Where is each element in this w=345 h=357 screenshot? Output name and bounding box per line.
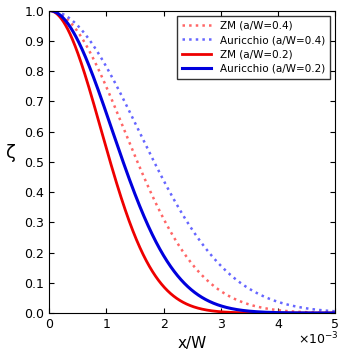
ZM (a/W=0.4) xyxy=(325,311,329,315)
ZM (a/W=0.2) xyxy=(47,9,51,13)
Auricchio (a/W=0.4) xyxy=(325,308,329,313)
Auricchio (a/W=0.4) xyxy=(47,9,51,13)
Auricchio (a/W=0.4) xyxy=(179,209,183,213)
ZM (a/W=0.2) xyxy=(179,299,183,303)
ZM (a/W=0.2) xyxy=(325,311,329,315)
ZM (a/W=0.4) xyxy=(179,246,183,251)
ZM (a/W=0.4) xyxy=(325,311,329,315)
Auricchio (a/W=0.4) xyxy=(62,12,66,17)
Auricchio (a/W=0.2) xyxy=(179,277,183,282)
Line: Auricchio (a/W=0.4): Auricchio (a/W=0.4) xyxy=(49,11,335,311)
Auricchio (a/W=0.2) xyxy=(325,311,329,315)
Auricchio (a/W=0.2) xyxy=(325,311,329,315)
ZM (a/W=0.2) xyxy=(273,311,277,315)
Auricchio (a/W=0.2) xyxy=(186,285,190,289)
Auricchio (a/W=0.2) xyxy=(62,16,66,21)
ZM (a/W=0.2) xyxy=(186,303,190,307)
Auricchio (a/W=0.4) xyxy=(273,298,277,303)
Auricchio (a/W=0.2) xyxy=(333,311,337,315)
Auricchio (a/W=0.4) xyxy=(333,309,337,313)
Text: $\times 10^{-3}$: $\times 10^{-3}$ xyxy=(298,331,338,348)
ZM (a/W=0.4) xyxy=(47,9,51,13)
Line: ZM (a/W=0.4): ZM (a/W=0.4) xyxy=(49,11,335,313)
ZM (a/W=0.4) xyxy=(62,14,66,19)
Line: Auricchio (a/W=0.2): Auricchio (a/W=0.2) xyxy=(49,11,335,313)
ZM (a/W=0.4) xyxy=(333,311,337,315)
Auricchio (a/W=0.2) xyxy=(273,310,277,315)
ZM (a/W=0.4) xyxy=(186,257,190,261)
ZM (a/W=0.2) xyxy=(325,311,329,315)
ZM (a/W=0.2) xyxy=(62,20,66,25)
ZM (a/W=0.2) xyxy=(333,311,337,315)
X-axis label: x/W: x/W xyxy=(178,336,207,351)
ZM (a/W=0.4) xyxy=(273,308,277,312)
Auricchio (a/W=0.4) xyxy=(186,222,190,226)
Line: ZM (a/W=0.2): ZM (a/W=0.2) xyxy=(49,11,335,313)
Auricchio (a/W=0.2) xyxy=(47,9,51,13)
Legend: ZM (a/W=0.4), Auricchio (a/W=0.4), ZM (a/W=0.2), Auricchio (a/W=0.2): ZM (a/W=0.4), Auricchio (a/W=0.4), ZM (a… xyxy=(177,16,330,79)
Auricchio (a/W=0.4) xyxy=(325,308,329,313)
Y-axis label: ζ: ζ xyxy=(6,144,16,162)
